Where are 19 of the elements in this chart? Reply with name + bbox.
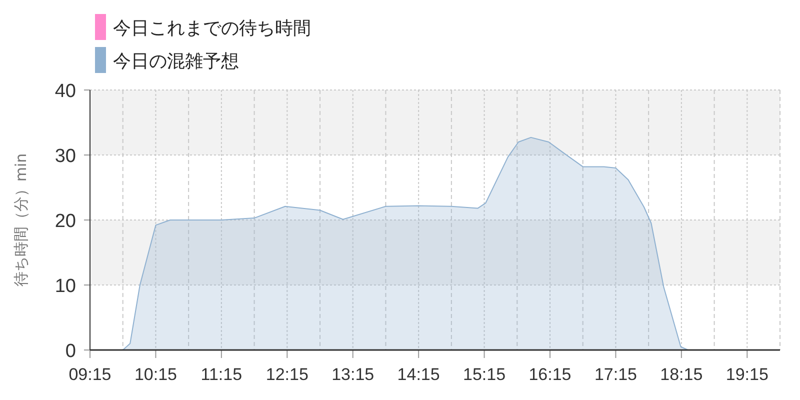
- x-tick-label: 13:15: [332, 365, 374, 384]
- x-tick-label: 15:15: [463, 365, 506, 384]
- y-axis-title: 待ち時間（分）min: [12, 153, 30, 287]
- x-tick-label: 10:15: [134, 365, 177, 384]
- y-tick-label: 40: [54, 81, 76, 102]
- x-tick-label: 11:15: [200, 365, 242, 384]
- x-tick-label: 16:15: [528, 365, 572, 384]
- y-tick-label: 30: [54, 146, 76, 167]
- x-tick-label: 12:15: [266, 365, 308, 384]
- y-tick-label: 10: [54, 276, 76, 297]
- x-tick-label: 17:15: [594, 365, 637, 384]
- legend-label: 今日の混雑予想: [113, 51, 239, 72]
- x-tick-label: 14:15: [397, 365, 440, 384]
- y-tick-label: 0: [65, 341, 76, 362]
- legend-label: 今日これまでの待ち時間: [113, 18, 311, 39]
- x-tick-label: 09:15: [68, 365, 112, 384]
- x-tick-label: 18:15: [660, 365, 703, 384]
- y-tick-label: 20: [54, 211, 76, 232]
- x-tick-label: 19:15: [726, 365, 768, 384]
